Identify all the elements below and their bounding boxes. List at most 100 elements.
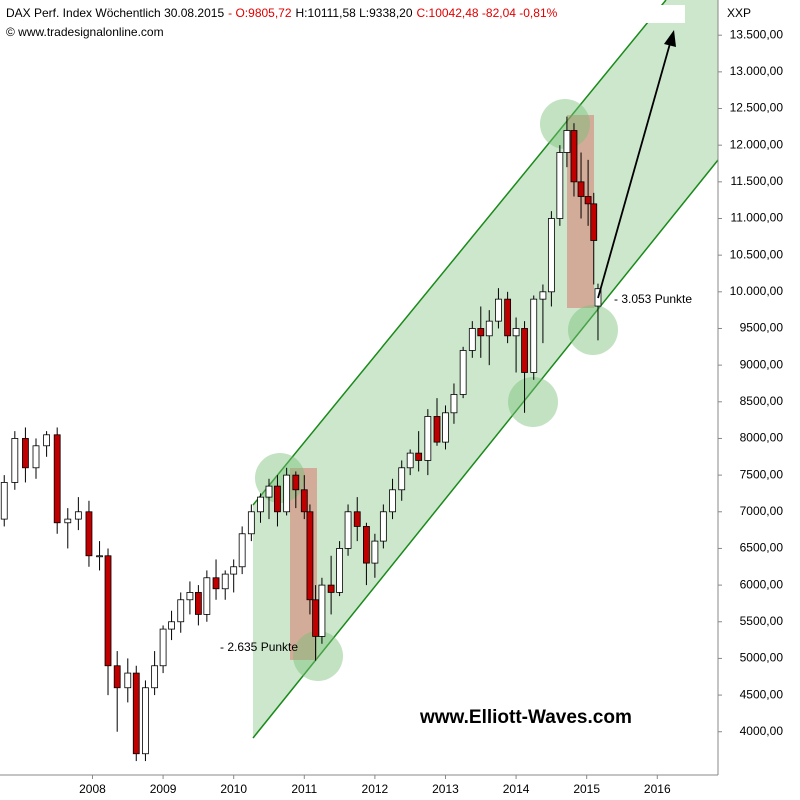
candle-body: [485, 320, 493, 337]
candle-body: [312, 599, 319, 637]
y-tick-label: 4000,00: [740, 724, 784, 738]
candle-body: [424, 416, 432, 461]
x-tick-label: 2011: [291, 782, 317, 796]
candle-body: [477, 328, 485, 337]
candle-body: [132, 672, 140, 755]
y-tick-label: 8000,00: [740, 431, 784, 445]
candle-body: [186, 592, 194, 601]
candle-body: [547, 218, 555, 293]
touch-circle: [508, 377, 558, 427]
y-tick-label: 12.000,00: [730, 137, 784, 151]
y-tick-label: 10.500,00: [730, 247, 784, 261]
candle-body: [96, 555, 103, 558]
candle-body: [539, 291, 547, 300]
channel-lower: [252, 159, 719, 739]
candle-body: [344, 511, 352, 549]
candle-body: [363, 526, 370, 564]
candle-body: [379, 511, 387, 542]
axis-name: XXP: [727, 6, 751, 20]
y-tick-label: 13.000,00: [730, 64, 784, 78]
header-part: H:10111,58 L:9338,20: [296, 6, 413, 20]
touch-circle: [568, 305, 618, 355]
candle-body: [230, 566, 238, 575]
candle-body: [406, 452, 414, 469]
annotation: - 2.635 Punkte: [220, 640, 298, 654]
candle-body: [468, 328, 476, 351]
candle-body: [194, 592, 202, 615]
candle-body: [389, 489, 396, 513]
candle-body: [74, 511, 82, 520]
y-tick-label: 6500,00: [740, 541, 784, 555]
x-tick-label: 2008: [79, 782, 106, 796]
annotation: - 3.053 Punkte: [614, 292, 692, 306]
candle-body: [398, 467, 406, 491]
candle-body: [104, 555, 112, 667]
candle-body: [221, 573, 229, 590]
candle-body: [0, 482, 8, 520]
header-bg: [3, 5, 685, 23]
candle-body: [159, 628, 167, 667]
candle-body: [203, 577, 211, 615]
candle-body: [32, 445, 40, 469]
header-part: - O:9805,72: [228, 6, 292, 20]
arrow: [597, 30, 676, 299]
candle-body: [274, 485, 281, 513]
candle-body: [247, 511, 255, 535]
y-tick-label: 7500,00: [740, 467, 784, 481]
candle-body: [459, 350, 467, 395]
candle-body: [336, 548, 343, 593]
candle-body: [512, 328, 520, 337]
watermark: www.Elliott-Waves.com: [419, 707, 632, 728]
candle-body: [22, 438, 29, 469]
x-tick-label: 2010: [220, 782, 247, 796]
candle-body: [300, 489, 308, 513]
x-tick-label: 2013: [432, 782, 459, 796]
header-part: DAX Perf. Index Wöchentlich 30.08.2015: [6, 6, 224, 20]
candle-body: [142, 687, 149, 755]
touch-circle: [540, 99, 590, 149]
y-tick-label: 5000,00: [740, 651, 784, 665]
candle-body: [11, 438, 19, 483]
candle-body: [530, 298, 538, 373]
y-tick-label: 7000,00: [740, 504, 784, 518]
candle-body: [353, 511, 361, 527]
y-tick-label: 12.500,00: [730, 101, 784, 115]
candle-body: [327, 584, 335, 593]
y-tick-label: 6000,00: [740, 577, 784, 591]
x-tick-label: 2009: [150, 782, 177, 796]
header-part: C:10042,48 -82,04 -0,81%: [417, 6, 558, 20]
candle-body: [450, 394, 458, 414]
y-tick-label: 5500,00: [740, 614, 784, 628]
candle-body: [168, 621, 175, 630]
candle-body: [563, 130, 571, 153]
candle-body: [504, 298, 512, 337]
y-tick-label: 8500,00: [740, 394, 784, 408]
candle-body: [318, 584, 326, 637]
candle-body: [151, 665, 159, 689]
candle-body: [265, 485, 273, 498]
candle-body: [113, 665, 121, 689]
candle-body: [43, 434, 50, 447]
candle-body: [590, 203, 598, 241]
candle-body: [306, 511, 314, 601]
arrow-head: [664, 30, 676, 47]
x-tick-label: 2016: [644, 782, 671, 796]
candle-body: [292, 474, 300, 491]
y-tick-label: 11.000,00: [731, 211, 784, 225]
candle-body: [53, 434, 61, 524]
header: DAX Perf. Index Wöchentlich 30.08.2015 - …: [6, 6, 558, 20]
candle-body: [433, 416, 441, 443]
candle-body: [584, 196, 592, 205]
candle-body: [415, 452, 423, 461]
candle-body: [521, 328, 528, 373]
x-tick-label: 2012: [362, 782, 389, 796]
y-tick-label: 10.000,00: [730, 284, 784, 298]
source: © www.tradesignalonline.com: [6, 25, 164, 39]
candle-body: [85, 511, 93, 557]
candle-body: [495, 298, 502, 322]
x-tick-label: 2015: [573, 782, 600, 796]
candle-body: [570, 130, 578, 183]
candle-body: [238, 533, 246, 568]
